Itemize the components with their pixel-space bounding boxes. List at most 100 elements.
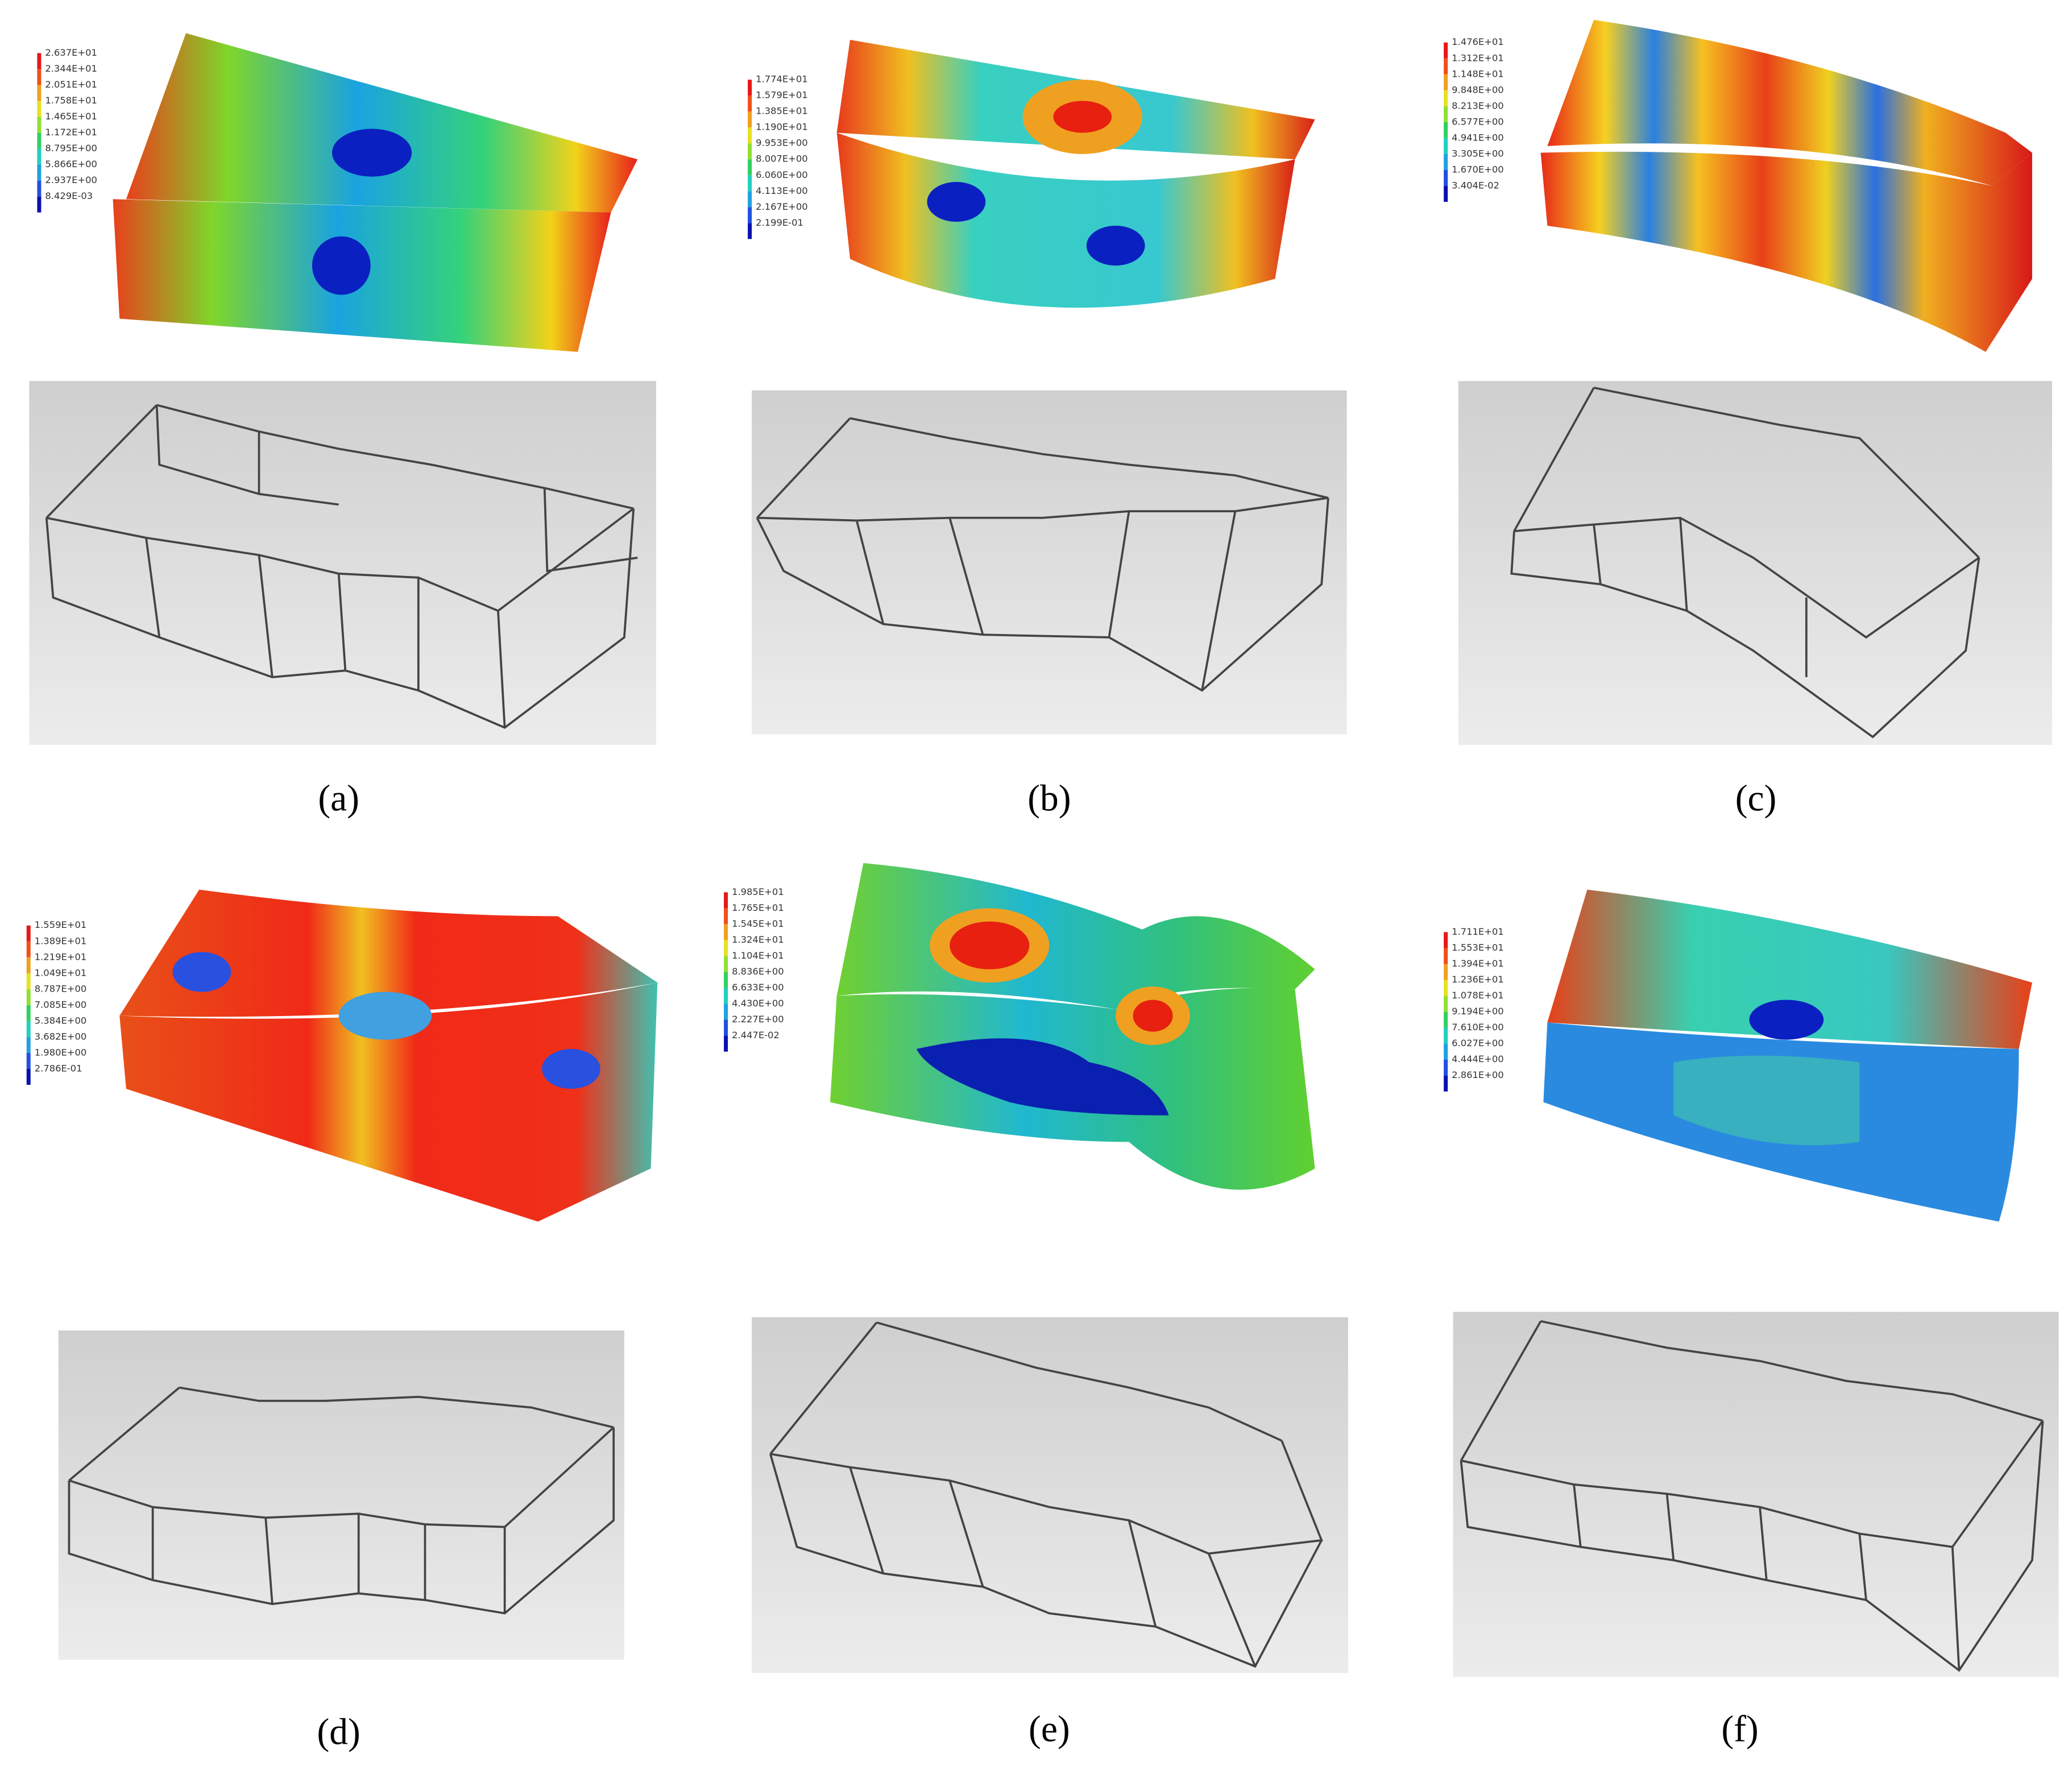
- legend-swatch: [724, 956, 728, 972]
- legend-swatch: [1444, 1027, 1448, 1044]
- legend-swatch: [748, 207, 752, 223]
- panel-a-plot: [113, 33, 638, 352]
- legend-swatch: [26, 1068, 31, 1085]
- legend-swatch: [1444, 169, 1448, 186]
- legend-label: 2.637E+01: [45, 47, 97, 58]
- legend-label: 2.447E-02: [732, 1030, 780, 1040]
- legend-swatch: [724, 1004, 728, 1020]
- legend-swatch: [26, 957, 31, 973]
- legend-label: 8.429E-03: [45, 190, 93, 201]
- legend-label: 1.190E+01: [756, 122, 808, 132]
- legend-swatch: [37, 180, 42, 197]
- legend-swatch: [724, 1019, 728, 1036]
- legend-swatch: [1444, 996, 1448, 1012]
- legend-label: 9.953E+00: [756, 138, 808, 148]
- legend-label: 8.213E+00: [1452, 100, 1504, 111]
- legend-label: 1.553E+01: [1452, 942, 1504, 953]
- panel-caption: (a): [318, 778, 359, 819]
- panel-caption: (c): [1735, 778, 1777, 819]
- panel-c-plot: [1540, 20, 2032, 352]
- legend-label: 1.711E+01: [1452, 926, 1504, 937]
- legend-label: 2.227E+00: [732, 1014, 784, 1025]
- legend-label: 1.758E+01: [45, 95, 97, 106]
- legend-label: 1.389E+01: [35, 935, 87, 946]
- legend-swatch: [1444, 964, 1448, 980]
- legend-swatch: [724, 988, 728, 1004]
- legend-swatch: [1444, 948, 1448, 964]
- legend-swatch: [37, 69, 42, 85]
- legend-swatch: [26, 989, 31, 1005]
- legend-swatch: [1444, 122, 1448, 138]
- legend-swatch: [724, 924, 728, 940]
- legend-swatch: [748, 223, 752, 239]
- wireframes: [29, 381, 2059, 1677]
- legend-label: 4.113E+00: [756, 185, 808, 196]
- legend-label: 1.385E+01: [756, 106, 808, 117]
- legend-label: 2.861E+00: [1452, 1069, 1504, 1080]
- legend-label: 1.172E+01: [45, 127, 97, 138]
- legend-label: 1.774E+01: [756, 74, 808, 85]
- legend-swatch: [26, 973, 31, 989]
- legend-label: 2.937E+00: [45, 175, 97, 185]
- legend-label: 8.787E+00: [35, 983, 87, 994]
- legend-label: 1.476E+01: [1452, 36, 1504, 47]
- legend-swatch: [26, 1037, 31, 1053]
- legend-label: 8.836E+00: [732, 966, 784, 977]
- legend-label: 2.199E-01: [756, 217, 803, 228]
- panel-caption: (d): [317, 1711, 360, 1752]
- legend-label: 6.027E+00: [1452, 1038, 1504, 1048]
- legend-label: 7.085E+00: [35, 999, 87, 1010]
- legend-label: 1.985E+01: [732, 886, 784, 897]
- legend-label: 1.465E+01: [45, 111, 97, 122]
- legend-swatch: [1444, 138, 1448, 154]
- legend-swatch: [724, 972, 728, 988]
- legend-label: 1.236E+01: [1452, 974, 1504, 985]
- legend-swatch: [748, 96, 752, 112]
- legend-label: 8.795E+00: [45, 143, 97, 154]
- legend-label: 1.545E+01: [732, 918, 784, 929]
- legend-swatch: [1444, 90, 1448, 106]
- panel-f-plot: [1543, 889, 2032, 1222]
- legend-swatch: [1444, 74, 1448, 90]
- legend-label: 1.559E+01: [35, 919, 87, 930]
- legend-swatch: [748, 127, 752, 144]
- legend-label: 1.049E+01: [35, 967, 87, 978]
- legend-label: 1.219E+01: [35, 951, 87, 962]
- legend-swatch: [37, 196, 42, 213]
- legend-swatch: [1444, 42, 1448, 59]
- legend-label: 1.312E+01: [1452, 52, 1504, 63]
- legend-label: 4.430E+00: [732, 998, 784, 1009]
- legend-swatch: [1444, 154, 1448, 170]
- legend-swatch: [748, 111, 752, 128]
- legend-swatch: [37, 164, 42, 181]
- legend-label: 4.444E+00: [1452, 1054, 1504, 1064]
- legend-label: 1.148E+01: [1452, 68, 1504, 79]
- legend-swatch: [724, 892, 728, 909]
- legend-swatch: [748, 143, 752, 160]
- legend-swatch: [1444, 58, 1448, 74]
- legend-label: 4.941E+00: [1452, 132, 1504, 143]
- legend-swatch: [37, 148, 42, 165]
- legend-swatch: [37, 53, 42, 69]
- legend-label: 1.324E+01: [732, 934, 784, 945]
- legend-swatch: [26, 941, 31, 957]
- legend-swatch: [37, 132, 42, 149]
- legend-swatch: [748, 175, 752, 192]
- legend-swatch: [1444, 980, 1448, 996]
- panel-caption: (e): [1029, 1709, 1070, 1750]
- legend-swatch: [1444, 1059, 1448, 1076]
- legend-label: 1.104E+01: [732, 950, 784, 961]
- legend-swatch: [724, 908, 728, 925]
- legend-label: 9.848E+00: [1452, 84, 1504, 95]
- legend-swatch: [724, 1035, 728, 1052]
- panel-d-plot: [119, 889, 658, 1222]
- legend-label: 2.167E+00: [756, 201, 808, 212]
- legend-swatch: [1444, 185, 1448, 202]
- legend-swatch: [26, 1005, 31, 1021]
- legend-label: 3.404E-02: [1452, 180, 1499, 190]
- legend-swatch: [748, 80, 752, 96]
- legend-swatch: [748, 191, 752, 208]
- legend-label: 2.344E+01: [45, 63, 97, 74]
- legend-label: 7.610E+00: [1452, 1022, 1504, 1033]
